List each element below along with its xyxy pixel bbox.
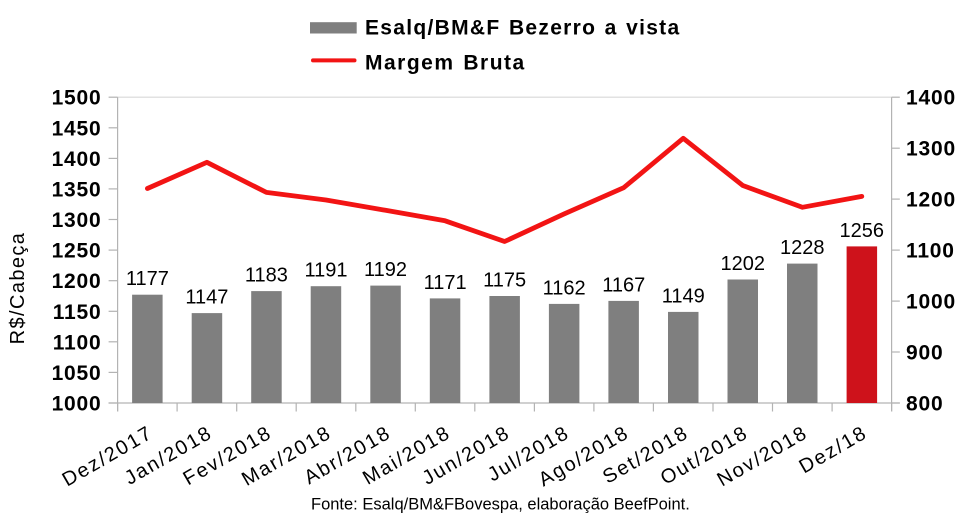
- svg-text:1400: 1400: [906, 87, 956, 110]
- svg-text:1400: 1400: [52, 148, 102, 171]
- svg-text:1100: 1100: [53, 331, 102, 354]
- svg-text:1450: 1450: [52, 117, 102, 140]
- svg-text:1175: 1175: [483, 270, 526, 292]
- svg-text:1228: 1228: [780, 237, 825, 259]
- svg-text:1500: 1500: [52, 87, 102, 110]
- svg-text:1147: 1147: [185, 287, 228, 309]
- svg-text:Fonte: Esalq/BM&FBovespa, elab: Fonte: Esalq/BM&FBovespa, elaboração Bee…: [311, 496, 690, 514]
- svg-text:1150: 1150: [53, 301, 102, 324]
- svg-text:Margem Bruta: Margem Bruta: [365, 51, 526, 74]
- svg-text:1183: 1183: [245, 265, 288, 287]
- svg-text:1200: 1200: [52, 270, 102, 293]
- svg-text:Esalq/BM&F Bezerro a vista: Esalq/BM&F Bezerro a vista: [365, 16, 680, 39]
- svg-text:1162: 1162: [543, 277, 586, 299]
- svg-text:1167: 1167: [602, 274, 645, 296]
- svg-text:1350: 1350: [52, 178, 102, 201]
- svg-text:900: 900: [906, 342, 943, 365]
- svg-text:1050: 1050: [52, 362, 102, 385]
- svg-text:1171: 1171: [424, 272, 467, 294]
- svg-text:1250: 1250: [52, 240, 102, 263]
- svg-text:1100: 1100: [906, 240, 955, 263]
- svg-text:800: 800: [906, 393, 943, 416]
- svg-text:1202: 1202: [721, 253, 766, 275]
- svg-text:1149: 1149: [662, 285, 705, 307]
- svg-text:1000: 1000: [906, 291, 956, 314]
- svg-text:1191: 1191: [304, 260, 347, 282]
- svg-text:R$/Cabeça: R$/Cabeça: [7, 232, 29, 345]
- svg-text:1000: 1000: [52, 393, 102, 416]
- svg-text:1300: 1300: [906, 138, 956, 161]
- svg-text:1300: 1300: [52, 209, 102, 232]
- svg-text:1200: 1200: [906, 189, 956, 212]
- svg-text:1177: 1177: [126, 268, 169, 290]
- svg-text:1192: 1192: [364, 259, 407, 281]
- svg-text:1256: 1256: [840, 220, 885, 242]
